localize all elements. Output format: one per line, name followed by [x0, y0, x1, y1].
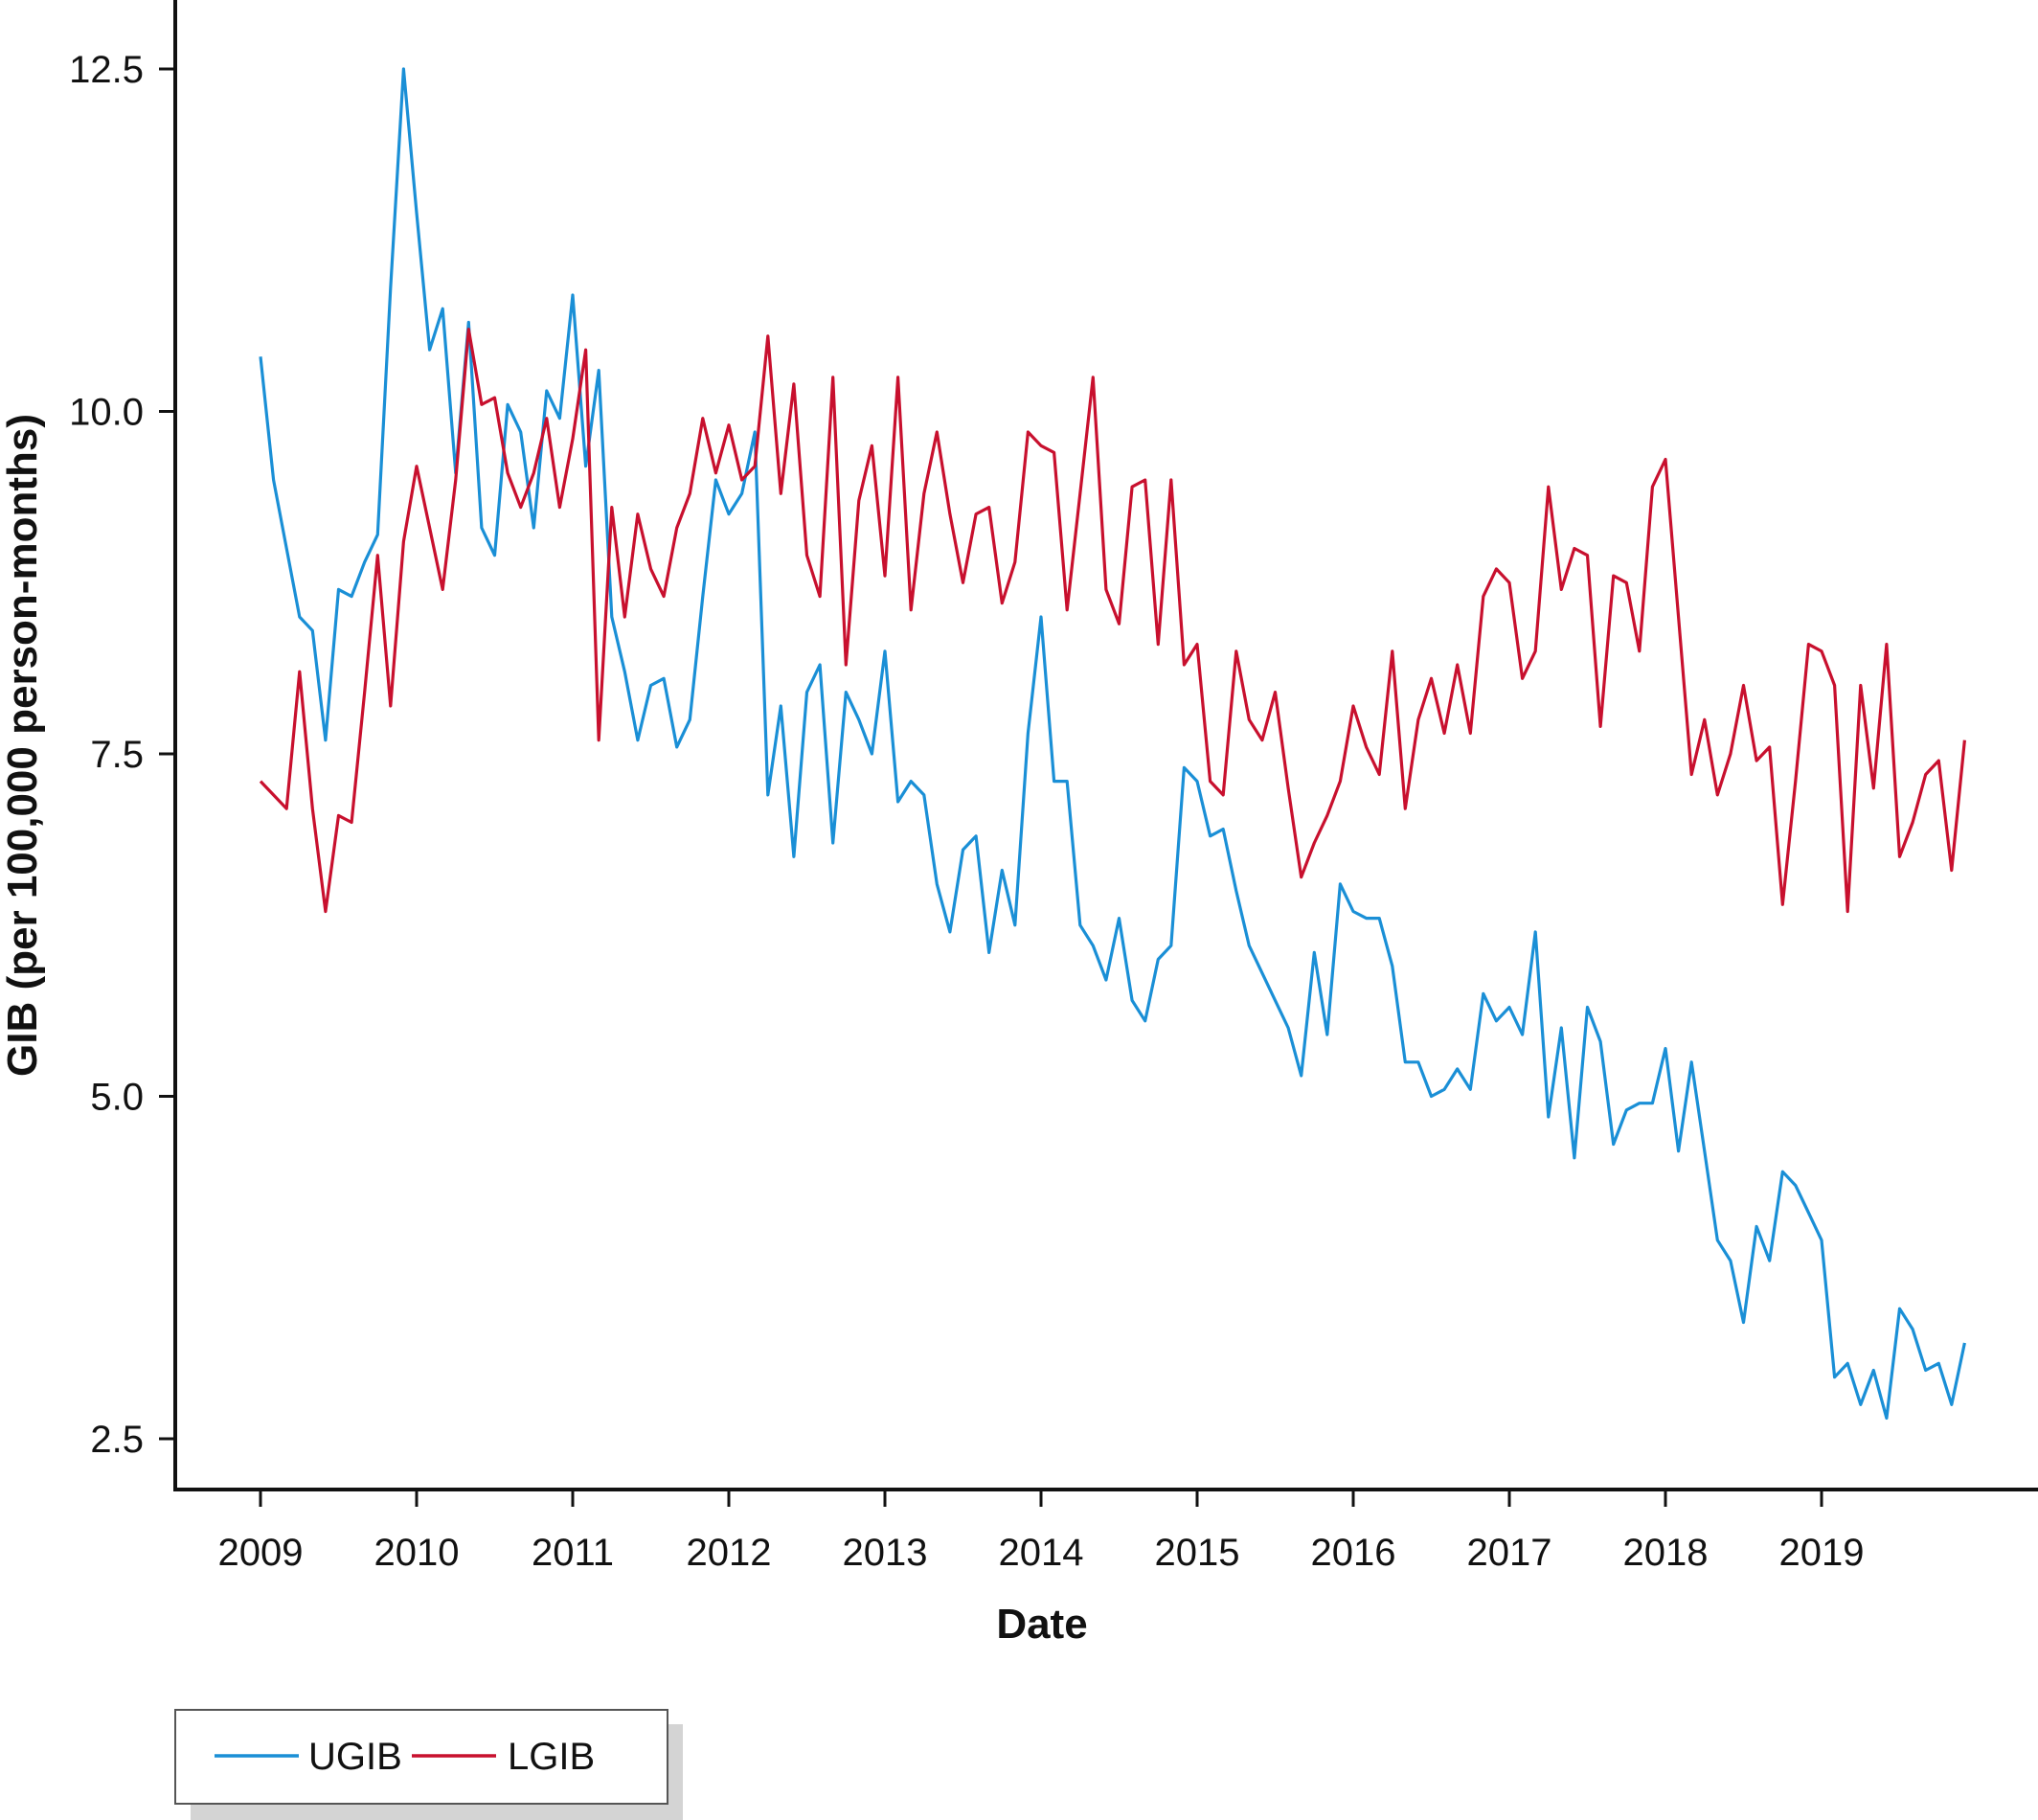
x-ticks: 2009 2010 2011 2012 2013 2014 2015 2016 2017 2018… — [218, 1490, 1865, 1574]
y-ticks: 2.5 5.0 7.5 10.0 12.5 — [69, 49, 175, 1461]
legend-label-lgib: LGIB — [508, 1736, 595, 1778]
x-tick-label: 2012 — [687, 1532, 772, 1574]
x-tick-label: 2009 — [218, 1532, 304, 1574]
legend: UGIB LGIB — [174, 1709, 683, 1820]
x-tick-label: 2019 — [1779, 1532, 1865, 1574]
axes — [173, 0, 2038, 1491]
legend-label-ugib: UGIB — [308, 1736, 402, 1778]
x-tick-label: 2010 — [374, 1532, 460, 1574]
series-lines — [259, 67, 1966, 1421]
y-tick-label: 10.0 — [69, 392, 144, 434]
x-axis-title: Date — [996, 1601, 1087, 1648]
y-tick-label: 2.5 — [90, 1419, 144, 1461]
series-line-ugib — [259, 67, 1966, 1421]
y-tick-label: 12.5 — [69, 49, 144, 91]
x-tick-label: 2016 — [1311, 1532, 1396, 1574]
y-axis-title: GIB (per 100,000 person-months) — [0, 414, 46, 1077]
x-tick-label: 2018 — [1623, 1532, 1709, 1574]
x-tick-label: 2011 — [532, 1532, 614, 1574]
x-tick-label: 2014 — [999, 1532, 1084, 1574]
series-line-lgib — [259, 328, 1966, 914]
y-tick-label: 7.5 — [90, 734, 144, 776]
x-tick-label: 2013 — [843, 1532, 928, 1574]
x-tick-label: 2017 — [1467, 1532, 1552, 1574]
y-tick-label: 5.0 — [90, 1077, 144, 1119]
x-tick-label: 2015 — [1155, 1532, 1240, 1574]
